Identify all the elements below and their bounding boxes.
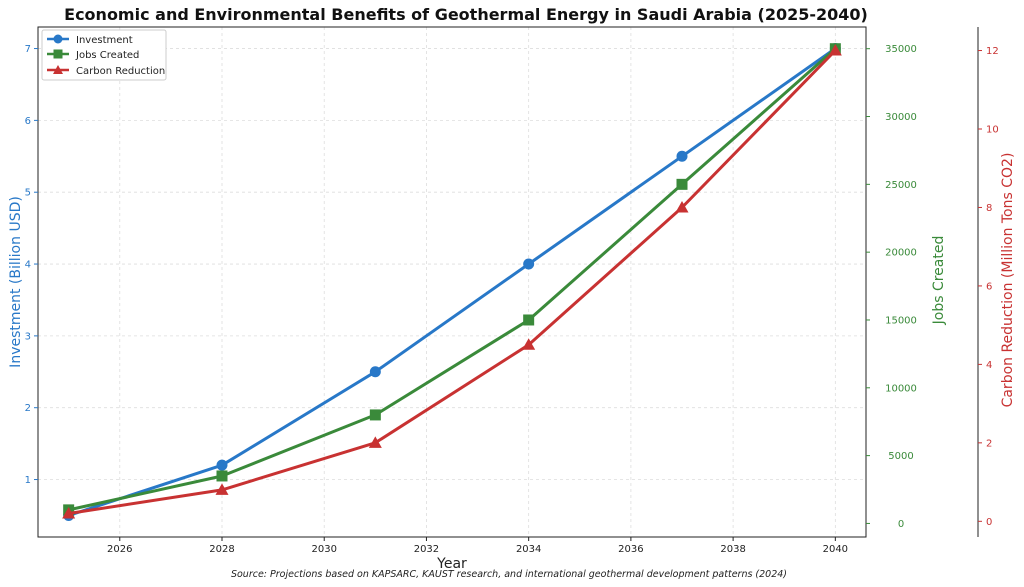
carbon-data-point [828,44,842,56]
x-tick-label: 2034 [516,544,541,555]
jobs-axis-ticks: 0 5000 10000 15000 20000 25000 30000 35000 [866,44,917,530]
carbon-tick-label: 0 [986,517,992,528]
x-tick-label: 2028 [209,544,234,555]
chart-title: Economic and Environmental Benefits of G… [64,5,868,24]
investment-tick-label: 7 [25,44,31,55]
carbon-data-point [368,436,382,448]
x-tick-label: 2036 [618,544,643,555]
investment-tick-label: 3 [25,331,31,342]
investment-data-point [216,459,228,471]
carbon-data-point [675,200,689,213]
x-axis-ticks: 2026 2028 2030 2032 2034 2036 2038 2040 [107,537,848,555]
legend-jobs-label: Jobs Created [75,50,139,61]
plot-frame [37,26,867,538]
jobs-tick-label: 10000 [885,383,917,394]
jobs-tick-label: 20000 [885,248,917,259]
jobs-series-line [68,47,837,512]
carbon-tick-label: 6 [986,281,992,292]
x-tick-label: 2030 [311,544,336,555]
investment-axis-ticks: 1 2 3 4 5 6 7 [25,44,38,486]
x-tick-label: 2038 [720,544,745,555]
carbon-tick-label: 2 [986,438,992,449]
legend-investment-label: Investment [76,35,133,46]
jobs-data-point [676,178,688,190]
x-tick-label: 2040 [823,544,848,555]
jobs-data-point [216,470,228,482]
source-note: Source: Projections based on KAPSARC, KA… [231,569,787,580]
investment-tick-label: 1 [25,475,31,486]
jobs-tick-label: 35000 [885,44,917,55]
investment-tick-label: 5 [25,188,31,199]
carbon-tick-label: 10 [986,125,999,136]
carbon-tick-label: 4 [986,360,992,371]
legend-box [41,29,167,81]
investment-data-point [676,150,688,162]
jobs-data-point [523,314,535,326]
x-tick-label: 2026 [107,544,132,555]
legend-investment-marker [53,34,63,44]
carbon-tick-label: 12 [986,46,999,57]
legend-carbon-label: Carbon Reduction [76,66,165,77]
jobs-tick-label: 5000 [888,451,913,462]
jobs-axis-label: Jobs Created [931,236,947,326]
carbon-data-point [522,338,536,350]
grid [38,27,866,537]
investment-series-line [68,47,837,517]
jobs-tick-label: 30000 [885,112,917,123]
investment-tick-label: 6 [25,116,31,127]
x-tick-label: 2032 [414,544,439,555]
jobs-tick-label: 0 [898,519,904,530]
investment-tick-label: 4 [25,260,31,271]
legend-jobs-marker [53,49,63,59]
investment-axis-label: Investment (Billion USD) [8,196,24,368]
carbon-tick-label: 8 [986,203,992,214]
investment-data-point [523,258,535,270]
legend: Investment Jobs Created Carbon Reduction [41,29,167,81]
jobs-data-point [369,409,381,421]
carbon-data-point [62,506,76,519]
carbon-data-point [215,483,229,495]
investment-data-point [369,366,381,378]
carbon-axis-ticks: 0 2 4 6 8 10 12 [978,46,999,528]
carbon-series-line [68,49,837,515]
x-axis-label: Year [436,556,467,572]
jobs-tick-label: 15000 [885,315,917,326]
jobs-tick-label: 25000 [885,180,917,191]
carbon-axis-label: Carbon Reduction (Million Tons CO2) [1000,153,1016,408]
legend-carbon-marker [53,65,63,74]
investment-tick-label: 2 [25,403,31,414]
series-layer [62,43,842,521]
